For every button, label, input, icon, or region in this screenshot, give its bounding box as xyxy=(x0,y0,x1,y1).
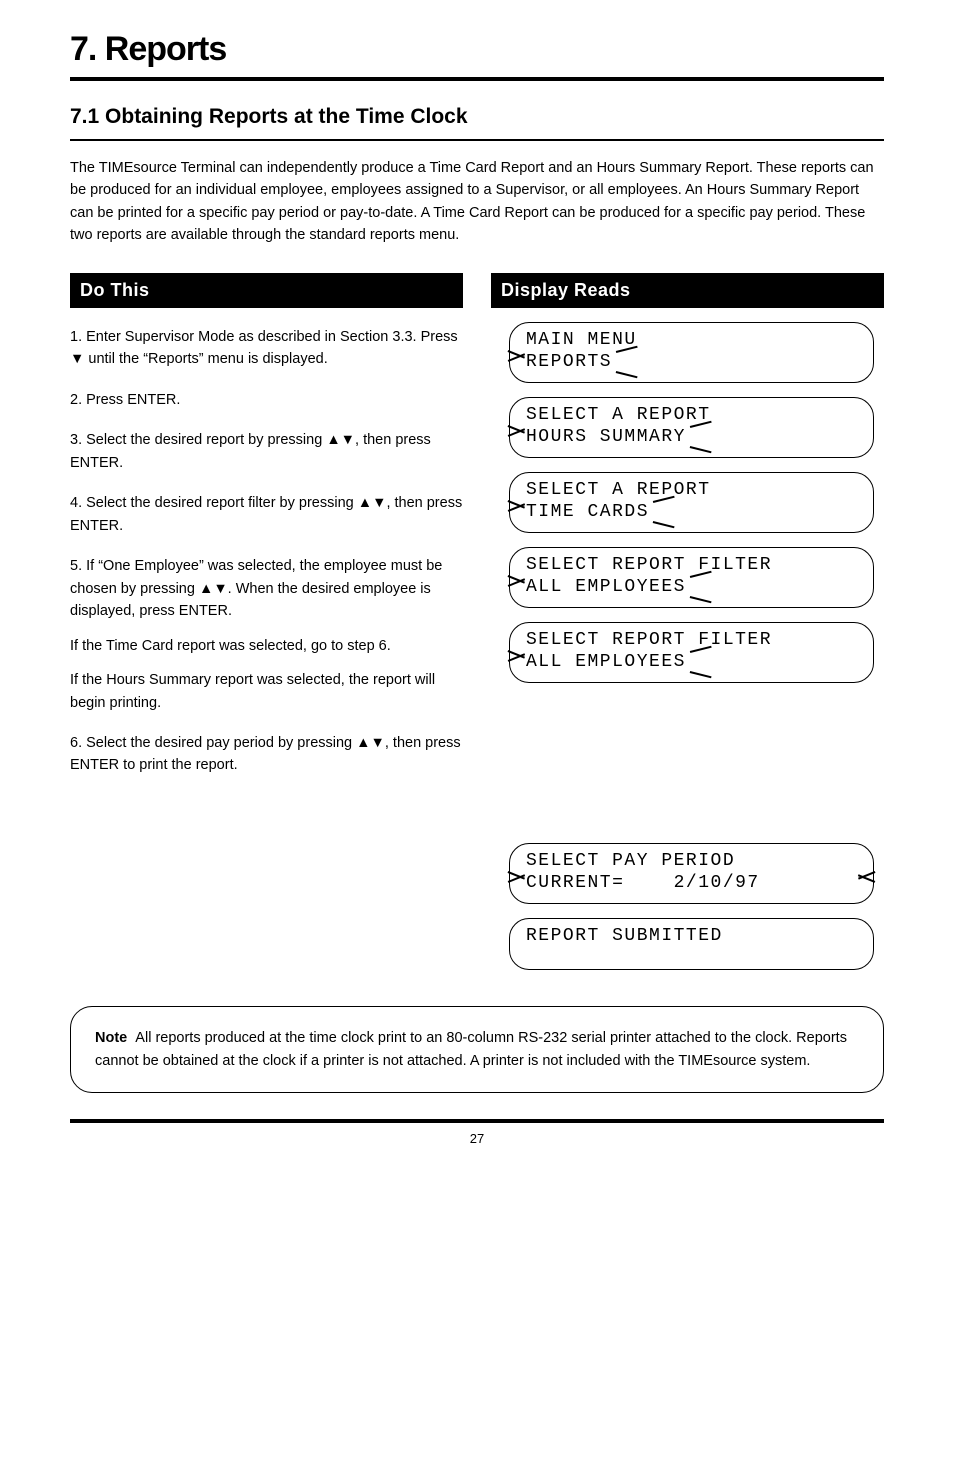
arrow-keys-icon: ▲▼ xyxy=(356,735,385,751)
lcd-4-line1: SELECT REPORT FILTER xyxy=(526,554,857,577)
lcd-6-line2: CURRENT= 2/10/97 xyxy=(526,872,857,895)
note-box: Note All reports produced at the time cl… xyxy=(70,1006,884,1093)
spacer xyxy=(491,689,884,829)
cursor-tick-icon xyxy=(690,655,714,669)
step-6: 6. Select the desired pay period by pres… xyxy=(70,732,463,777)
lcd-5-line1: SELECT REPORT FILTER xyxy=(526,629,857,652)
lcd-4-line2: ALL EMPLOYEES xyxy=(526,576,857,599)
lcd-4: SELECT REPORT FILTER ALL EMPLOYEES xyxy=(491,547,884,608)
step-5c: If the Time Card report was selected, go… xyxy=(70,635,463,657)
intro-paragraph: The TIMEsource Terminal can independentl… xyxy=(70,157,884,247)
lcd-3-line1: SELECT A REPORT xyxy=(526,479,857,502)
step-6a-text: 6. Select the desired pay period by pres… xyxy=(70,735,356,751)
note-label: Note xyxy=(95,1030,127,1046)
page-number: 27 xyxy=(470,1131,484,1146)
cursor-tick-icon xyxy=(690,580,714,594)
arrow-keys-icon: ▲▼ xyxy=(326,432,355,448)
lcd-2-line2: HOURS SUMMARY xyxy=(526,426,857,449)
lcd-5-line2: ALL EMPLOYEES xyxy=(526,651,857,674)
lcd-2: SELECT A REPORT HOURS SUMMARY xyxy=(491,397,884,458)
lcd-1-line2: REPORTS xyxy=(526,351,857,374)
do-this-column: Do This 1. Enter Supervisor Mode as desc… xyxy=(70,273,463,977)
lcd-5: SELECT REPORT FILTER ALL EMPLOYEES xyxy=(491,622,884,683)
step-4a-text: 4. Select the desired report filter by p… xyxy=(70,495,358,511)
step-5d: If the Hours Summary report was selected… xyxy=(70,669,463,714)
two-column-layout: Do This 1. Enter Supervisor Mode as desc… xyxy=(70,273,884,977)
display-reads-column: Display Reads MAIN MENU REPORTS SELECT A… xyxy=(491,273,884,977)
step-3a-text: 3. Select the desired report by pressing xyxy=(70,432,326,448)
left-column-header: Do This xyxy=(70,273,463,308)
arrow-keys-icon: ▲▼ xyxy=(199,581,228,597)
lcd-3-line2: TIME CARDS xyxy=(526,501,857,524)
lcd-6: SELECT PAY PERIOD CURRENT= 2/10/97 xyxy=(491,843,884,904)
step-4: 4. Select the desired report filter by p… xyxy=(70,492,463,537)
step-5: 5. If “One Employee” was selected, the e… xyxy=(70,555,463,622)
arrow-keys-icon: ▲▼ xyxy=(358,495,387,511)
lcd-6-line1: SELECT PAY PERIOD xyxy=(526,850,857,873)
right-column-header: Display Reads xyxy=(491,273,884,308)
lcd-1: MAIN MENU REPORTS xyxy=(491,322,884,383)
lcd-3: SELECT A REPORT TIME CARDS xyxy=(491,472,884,533)
step-3: 3. Select the desired report by pressing… xyxy=(70,429,463,474)
cursor-tick-icon xyxy=(690,430,714,444)
step-1: 1. Enter Supervisor Mode as described in… xyxy=(70,326,463,371)
lcd-7: REPORT SUBMITTED xyxy=(491,918,884,971)
step-2: 2. Press ENTER. xyxy=(70,389,463,411)
note-text: All reports produced at the time clock p… xyxy=(95,1030,847,1068)
page-footer: 27 xyxy=(70,1119,884,1146)
lcd-7-line1: REPORT SUBMITTED xyxy=(526,925,857,948)
page-title: 7. Reports xyxy=(70,30,884,81)
section-subtitle: 7.1 Obtaining Reports at the Time Clock xyxy=(70,105,884,141)
cursor-tick-icon xyxy=(616,355,640,369)
lcd-1-line1: MAIN MENU xyxy=(526,329,857,352)
cursor-tick-icon xyxy=(653,505,677,519)
lcd-2-line1: SELECT A REPORT xyxy=(526,404,857,427)
